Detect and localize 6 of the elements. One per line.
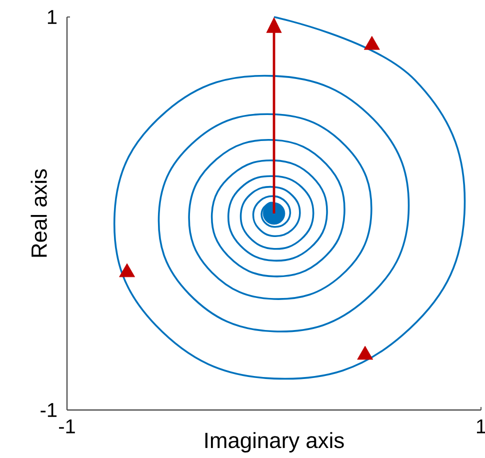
- x-axis-title: Imaginary axis: [205, 432, 344, 453]
- line-series: [114, 16, 466, 380]
- point: [364, 36, 380, 50]
- point: [357, 346, 374, 360]
- y-axis-title: Real axis: [30, 169, 47, 257]
- point: [119, 263, 135, 278]
